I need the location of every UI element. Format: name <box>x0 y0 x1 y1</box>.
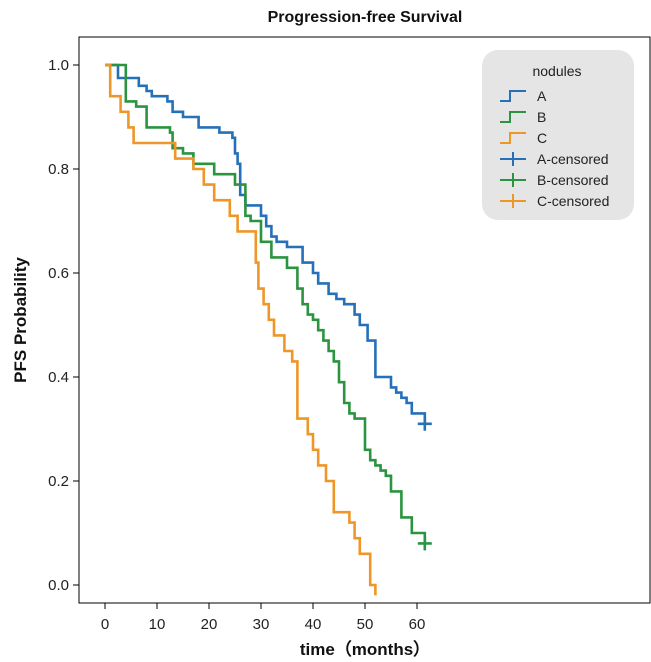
legend-items: ABC A-censored B-censored C-censored <box>500 88 609 209</box>
x-tick-label: 60 <box>409 616 426 633</box>
chart-title: Progression-free Survival <box>268 9 463 26</box>
legend-item: A-censored <box>500 151 609 167</box>
legend-censor-symbol <box>500 173 526 187</box>
series-layer <box>105 63 432 596</box>
legend: nodules ABC A-censored B-censored C-censore… <box>482 50 634 220</box>
legend-label: A <box>537 88 547 104</box>
y-tick-label: 0.8 <box>48 161 69 178</box>
series-line-A <box>105 63 427 424</box>
legend-label: C <box>537 130 547 146</box>
x-tick-label: 20 <box>201 616 218 633</box>
legend-step-symbol <box>500 90 526 102</box>
legend-label: B <box>537 109 546 125</box>
legend-box <box>482 50 634 220</box>
legend-step-symbol <box>500 111 526 123</box>
censor-mark-B <box>417 536 432 551</box>
x-axis-label: time（months） <box>300 639 430 659</box>
legend-step-symbol <box>500 132 526 144</box>
legend-item: C <box>500 130 547 146</box>
series-line-B <box>105 63 427 544</box>
censor-mark-A <box>417 416 432 431</box>
legend-censor-symbol <box>500 194 526 208</box>
y-tick-label: 0.6 <box>48 265 69 282</box>
x-tick-label: 40 <box>305 616 322 633</box>
y-tick-label: 0.0 <box>48 577 69 594</box>
legend-censor-symbol <box>500 152 526 166</box>
y-tick-label: 0.2 <box>48 473 69 490</box>
legend-item: B <box>500 109 546 125</box>
y-tick-label: 0.4 <box>48 369 69 386</box>
x-tick-label: 50 <box>357 616 374 633</box>
legend-item: A <box>500 88 547 104</box>
legend-item: C-censored <box>500 193 609 209</box>
legend-title: nodules <box>532 63 581 79</box>
y-tick-label: 1.0 <box>48 57 69 74</box>
series-line-C <box>105 63 377 596</box>
legend-label: B-censored <box>537 172 609 188</box>
x-axis: 0 10 20 30 40 50 60 <box>101 603 426 633</box>
y-axis-label: PFS Probability <box>11 257 30 383</box>
legend-label: C-censored <box>537 193 609 209</box>
legend-label: A-censored <box>537 151 609 167</box>
x-tick-label: 0 <box>101 616 109 633</box>
x-tick-label: 30 <box>253 616 270 633</box>
legend-item: B-censored <box>500 172 609 188</box>
x-tick-label: 10 <box>149 616 166 633</box>
y-axis: 0.0 0.2 0.4 0.6 0.8 1.0 <box>48 57 79 594</box>
